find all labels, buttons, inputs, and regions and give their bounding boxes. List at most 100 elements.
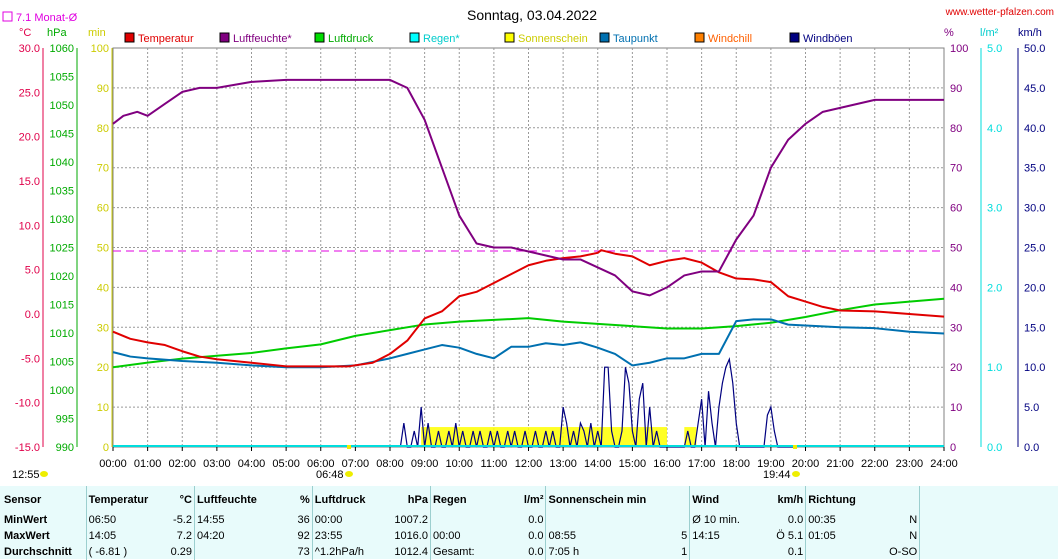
cell-sun-value: 5 [681, 530, 688, 542]
header-temperature-unit: °C [179, 494, 192, 506]
humidity-axis-tick: 50 [950, 243, 962, 255]
header-humidity-unit: % [300, 494, 310, 506]
temp-axis-tick: 10.0 [19, 220, 40, 232]
legend-swatch [314, 32, 325, 43]
x-axis-tick: 15:00 [619, 458, 647, 470]
pressure-axis-tick: 990 [56, 442, 74, 454]
temp-axis-tick: 0.0 [25, 309, 40, 321]
header-direction: Richtung [805, 486, 886, 512]
cell-hum-value: 73 [297, 546, 310, 558]
humidity-axis-tick: 40 [950, 282, 962, 294]
header-sensor: Sensor [4, 494, 42, 506]
cell-sun-value [648, 512, 689, 528]
x-axis-tick: 16:00 [653, 458, 681, 470]
humidity-axis-tick: 10 [950, 402, 962, 414]
header-rain: Regen [429, 486, 510, 512]
temp-axis-tick: 25.0 [19, 87, 40, 99]
x-axis-tick: 04:00 [238, 458, 266, 470]
temp-axis-tick: 5.0 [25, 265, 40, 277]
x-axis-tick: 00:00 [99, 458, 127, 470]
minutes-axis-tick: 0 [103, 442, 109, 454]
minutes-axis-tick: 80 [97, 123, 109, 135]
cell-hum-value: 36 [297, 514, 310, 526]
pressure-axis-tick: 1045 [50, 129, 74, 141]
legend-swatch [409, 32, 420, 43]
rain-axis-tick: 3.0 [987, 203, 1002, 215]
pressure-axis-tick: 1050 [50, 100, 74, 112]
wind-axis-tick: 15.0 [1024, 322, 1045, 334]
row-label: Durchschnitt [4, 546, 72, 558]
legend: Temperatur Luftfeuchte* Luftdruck Regen* Son… [124, 32, 853, 45]
rain-unit: l/m² [980, 27, 999, 39]
pressure-axis-tick: 1060 [50, 43, 74, 55]
sunrise-sun-icon [345, 471, 353, 477]
x-axis-tick: 07:00 [342, 458, 370, 470]
humidity-axis-tick: 90 [950, 83, 962, 95]
wind-axis-tick: 0.0 [1024, 442, 1039, 454]
cell-dir-time: 00:35 [805, 512, 886, 528]
minutes-axis-tick: 100 [91, 43, 109, 55]
series-line-luftdruck [112, 297, 945, 369]
cell-dir-value: N [909, 530, 918, 542]
cell-dir-value: O-SO [889, 546, 918, 558]
legend-label: Luftfeuchte* [233, 33, 292, 45]
x-axis-tick: 08:00 [376, 458, 404, 470]
cell-temp-time: ( -6.81 ) [85, 544, 161, 560]
header-rain-unit: l/m² [523, 494, 544, 506]
cell-hum-value: 92 [297, 530, 310, 542]
legend-label: Taupunkt [613, 33, 658, 45]
humidity-axis-tick: 80 [950, 123, 962, 135]
wind-axis-tick: 25.0 [1024, 243, 1045, 255]
rain-axis-tick: 4.0 [987, 123, 1002, 135]
legend-label: Regen* [423, 33, 460, 45]
temp-axis-tick: 15.0 [19, 176, 40, 188]
cell-press-time: ^1.2hPa/h [311, 544, 387, 560]
temp-axis-tick: 30.0 [19, 43, 40, 55]
temp-axis-tick: -10.0 [15, 398, 40, 410]
wind-axis-tick: 50.0 [1024, 43, 1045, 55]
wind-gust-series [399, 357, 796, 448]
x-axis-tick: 19:00 [757, 458, 785, 470]
x-axis-tick: 21:00 [826, 458, 854, 470]
humidity-unit: % [944, 27, 954, 39]
cell-hum-time: 14:55 [194, 512, 279, 528]
legend-swatch [219, 32, 230, 43]
cell-sun-time [545, 512, 649, 528]
daylength: 12:55 [12, 469, 40, 481]
pressure-unit: hPa [47, 27, 67, 39]
cell-rain-time [429, 512, 510, 528]
pressure-axis-tick: 1055 [50, 72, 74, 84]
x-axis-tick: 03:00 [203, 458, 231, 470]
cell-rain-value: 0.0 [528, 530, 544, 542]
cell-rain-time: Gesamt: [429, 544, 510, 560]
chart-title: Sonntag, 03.04.2022 [467, 7, 597, 23]
table-filler [919, 528, 1058, 544]
humidity-axis-tick: 70 [950, 163, 962, 175]
x-axis-tick: 10:00 [445, 458, 473, 470]
series-line-temperatur [112, 249, 945, 368]
cell-temp-time: 14:05 [85, 528, 161, 544]
cell-hum-time: 04:20 [194, 528, 279, 544]
minutes-axis-tick: 40 [97, 282, 109, 294]
cell-sun-time: 08:55 [545, 528, 649, 544]
legend-swatch [504, 32, 515, 43]
pressure-axis-tick: 995 [56, 414, 74, 426]
cell-temp-time: 06:50 [85, 512, 161, 528]
cell-press-value: 1016.0 [394, 530, 428, 542]
wind-axis-tick: 30.0 [1024, 203, 1045, 215]
humidity-axis-tick: 0 [950, 442, 956, 454]
axes: 30.0 25.0 20.0 15.0 10.0 5.0 0.0 -5.0 -10.0 -15.0… [15, 43, 1046, 470]
legend-swatch [599, 32, 610, 43]
series-line-luftfeuchte [112, 78, 944, 297]
pressure-axis-tick: 1025 [50, 243, 74, 255]
pressure-axis-tick: 1010 [50, 328, 74, 340]
site-link[interactable]: www.wetter-pfalzen.com [945, 7, 1054, 18]
pressure-axis-tick: 1000 [50, 385, 74, 397]
minutes-axis-tick: 90 [97, 83, 109, 95]
humidity-axis-tick: 60 [950, 203, 962, 215]
temp-axis-tick: -15.0 [15, 442, 40, 454]
x-axis-tick: 09:00 [411, 458, 439, 470]
sunset-time: 19:44 [763, 469, 791, 481]
x-axis-tick: 22:00 [861, 458, 889, 470]
cell-hum-time [194, 544, 279, 560]
